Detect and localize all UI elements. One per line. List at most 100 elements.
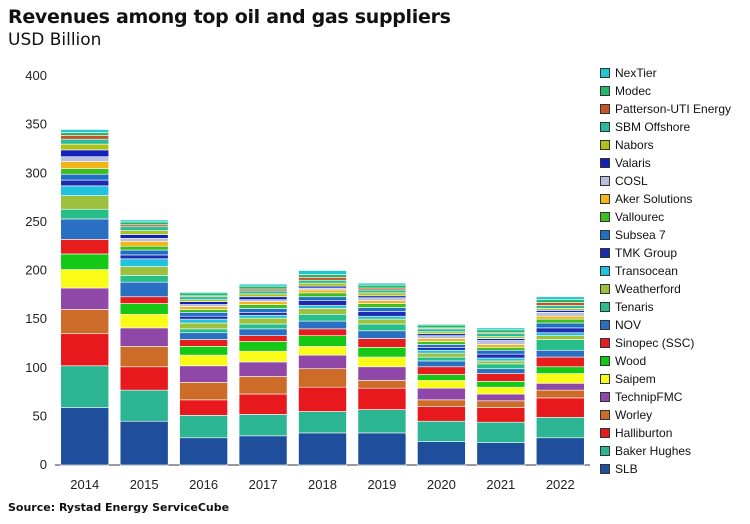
bar-segment bbox=[60, 269, 110, 289]
y-tick-label: 400 bbox=[25, 68, 47, 83]
legend-item: Patterson-UTI Energy bbox=[600, 100, 746, 118]
bar-segment bbox=[179, 339, 228, 347]
legend-swatch bbox=[600, 428, 610, 438]
bar-segment bbox=[476, 349, 526, 355]
x-tick-label: 2014 bbox=[70, 477, 99, 492]
bar-segment bbox=[298, 277, 347, 281]
legend-item: Sinopec (SSC) bbox=[600, 334, 746, 352]
bar-segment bbox=[60, 195, 110, 210]
bar-segment bbox=[476, 347, 526, 351]
y-tick-label: 250 bbox=[25, 214, 47, 229]
legend-label: NOV bbox=[615, 318, 642, 332]
bar-segment bbox=[60, 287, 110, 310]
bar-segment bbox=[357, 409, 407, 434]
bar-segment bbox=[417, 356, 466, 362]
legend-label: SBM Offshore bbox=[615, 120, 691, 134]
bar-segment bbox=[179, 291, 228, 294]
legend-item: NexTier bbox=[600, 64, 746, 82]
bar-segment bbox=[535, 339, 585, 351]
bar-segment bbox=[298, 296, 347, 301]
bar-segment bbox=[179, 332, 228, 340]
legend-label: Subsea 7 bbox=[615, 228, 666, 242]
bar-segment bbox=[119, 296, 169, 304]
y-tick-label: 150 bbox=[25, 311, 47, 326]
bar-segment bbox=[357, 347, 407, 358]
bar-segment bbox=[119, 245, 169, 251]
legend-label: Sinopec (SSC) bbox=[615, 336, 695, 350]
bar-segment bbox=[179, 415, 228, 439]
bar-segment bbox=[476, 442, 526, 466]
y-tick-label: 350 bbox=[25, 117, 47, 132]
bar-segment bbox=[238, 414, 288, 437]
bar-segment bbox=[298, 368, 347, 388]
bar-segment bbox=[476, 340, 526, 345]
bar-segment bbox=[60, 135, 110, 140]
bar-segment bbox=[119, 389, 169, 422]
bar-segment bbox=[238, 341, 288, 352]
bar-segment bbox=[417, 338, 466, 342]
bar-segment bbox=[357, 318, 407, 325]
legend-label: Baker Hughes bbox=[615, 444, 692, 458]
x-tick-label: 2022 bbox=[546, 477, 575, 492]
bar-segment bbox=[119, 241, 169, 247]
bar-segment bbox=[238, 350, 288, 363]
legend-item: TechnipFMC bbox=[600, 388, 746, 406]
x-tick-label: 2019 bbox=[367, 477, 396, 492]
bar-segment bbox=[60, 333, 110, 367]
bar-segment bbox=[535, 356, 585, 368]
bar-segment bbox=[119, 303, 169, 315]
legend-label: Wood bbox=[615, 354, 647, 368]
bar-segment bbox=[476, 393, 526, 402]
bar-segment bbox=[535, 296, 585, 300]
bar-segment bbox=[298, 386, 347, 412]
bar-segment bbox=[298, 274, 347, 278]
bar-segment bbox=[179, 328, 228, 334]
bar-segment bbox=[417, 441, 466, 466]
bar-segment bbox=[298, 328, 347, 336]
y-tick-label: 100 bbox=[25, 360, 47, 375]
bar-segment bbox=[238, 290, 288, 295]
bar-segment bbox=[476, 353, 526, 359]
bar-segment bbox=[417, 420, 466, 442]
legend-swatch bbox=[600, 356, 610, 366]
bar-segment bbox=[298, 305, 347, 309]
legend-swatch bbox=[600, 104, 610, 114]
bar-segment bbox=[417, 366, 466, 375]
bar-segment bbox=[476, 421, 526, 443]
bar-segment bbox=[417, 406, 466, 422]
bar-segment bbox=[357, 338, 407, 348]
legend-label: Aker Solutions bbox=[615, 192, 693, 206]
bar-segment bbox=[238, 361, 288, 377]
bar-segment bbox=[60, 129, 110, 133]
bar-segment bbox=[179, 318, 228, 324]
bar-segment bbox=[119, 266, 169, 276]
bar-segment bbox=[357, 284, 407, 289]
bar-segment bbox=[357, 300, 407, 304]
x-tick-label: 2015 bbox=[130, 477, 159, 492]
legend-swatch bbox=[600, 302, 610, 312]
bar-segment bbox=[357, 282, 407, 286]
bar-segment bbox=[535, 302, 585, 306]
bar-segment bbox=[417, 344, 466, 348]
source-note: Source: Rystad Energy ServiceCube bbox=[8, 501, 230, 514]
legend-swatch bbox=[600, 158, 610, 168]
y-tick-label: 300 bbox=[25, 165, 47, 180]
legend-item: Worley bbox=[600, 406, 746, 424]
legend-swatch bbox=[600, 212, 610, 222]
bar-segment bbox=[476, 400, 526, 408]
bar-segment bbox=[417, 380, 466, 389]
bar-segment bbox=[238, 376, 288, 395]
legend-item: Weatherford bbox=[600, 280, 746, 298]
bar-segment bbox=[298, 308, 347, 315]
bar-segment bbox=[476, 368, 526, 374]
legend-label: Nabors bbox=[615, 138, 654, 152]
bar-segment bbox=[298, 292, 347, 298]
x-tick-label: 2020 bbox=[427, 477, 456, 492]
bar-segment bbox=[476, 329, 526, 334]
x-tick-label: 2017 bbox=[249, 477, 278, 492]
legend-swatch bbox=[600, 266, 610, 276]
bar-segment bbox=[179, 296, 228, 300]
bar-segment bbox=[238, 323, 288, 330]
bar-segment bbox=[60, 156, 110, 162]
bar-segment bbox=[476, 344, 526, 348]
